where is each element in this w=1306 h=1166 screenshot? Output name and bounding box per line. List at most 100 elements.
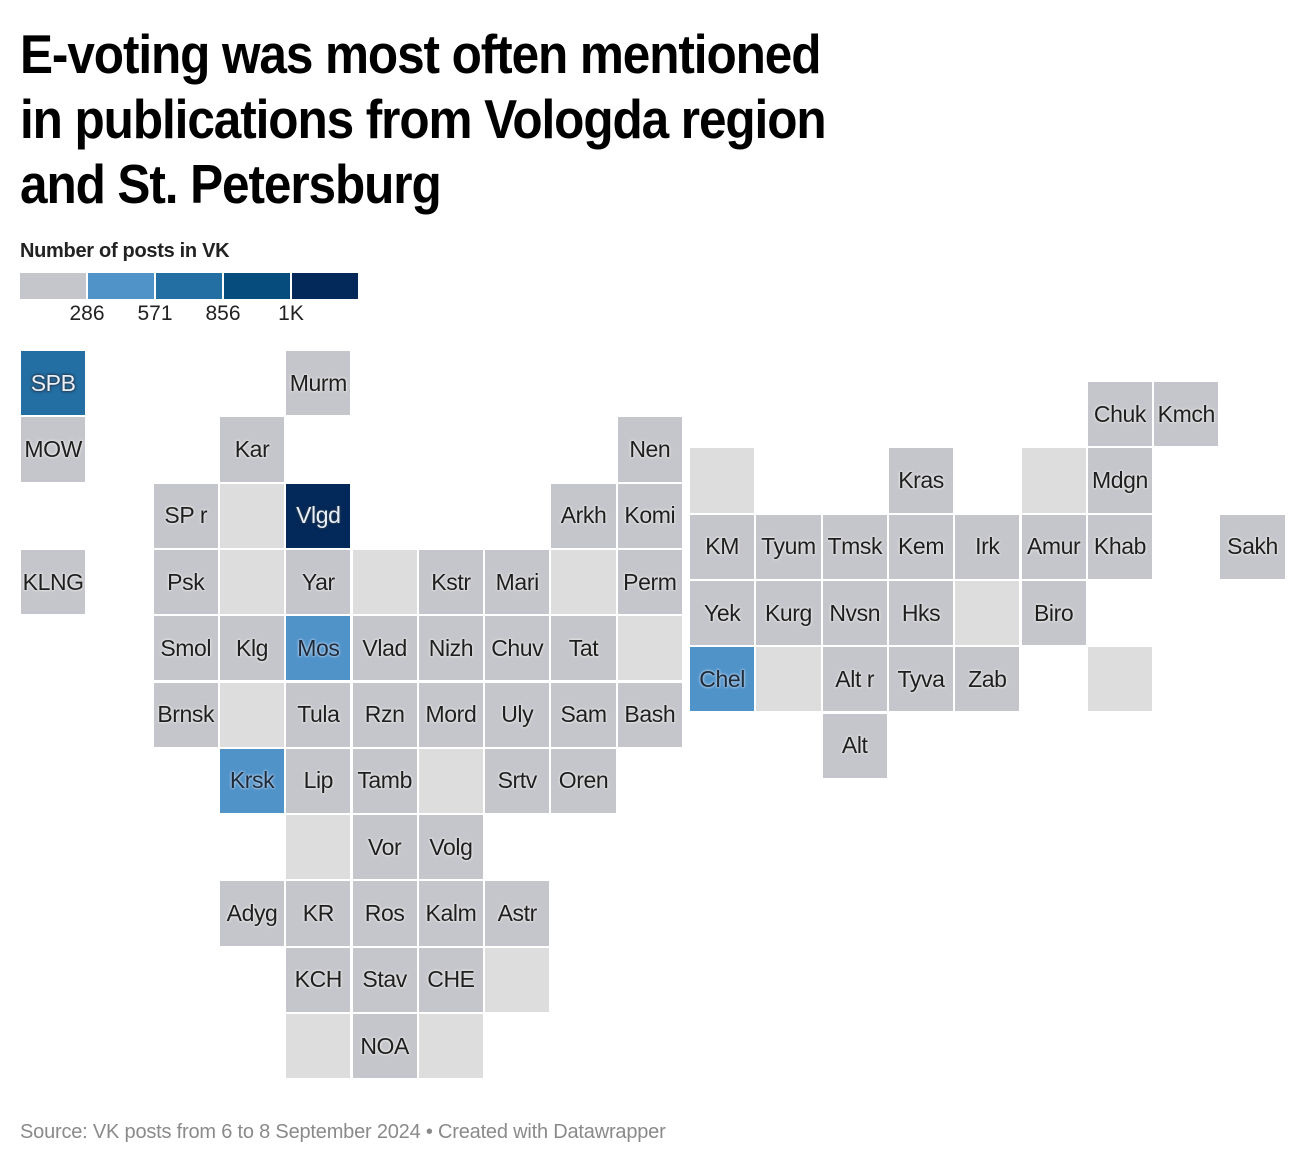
region-tile-mos[interactable]: Mos xyxy=(285,615,352,682)
region-tile-komi[interactable]: Komi xyxy=(616,482,683,549)
region-tile-km[interactable]: KM xyxy=(689,513,756,580)
region-tile-oren[interactable]: Oren xyxy=(550,747,617,815)
region-tile-sp-r[interactable]: SP r xyxy=(152,482,219,549)
region-tile-no-data[interactable] xyxy=(484,946,551,1013)
region-tile-spb[interactable]: SPB xyxy=(20,350,87,417)
region-tile-vlgd[interactable]: Vlgd xyxy=(285,482,352,549)
region-label: Tmsk xyxy=(827,533,883,560)
region-label: Klg xyxy=(236,634,269,661)
region-tile-vor[interactable]: Vor xyxy=(351,814,418,881)
region-tile-kmch[interactable]: Kmch xyxy=(1153,381,1220,448)
region-tile-tula[interactable]: Tula xyxy=(285,681,352,748)
region-label: Sam xyxy=(560,701,607,728)
region-tile-arkh[interactable]: Arkh xyxy=(550,482,617,549)
region-tile-no-data[interactable] xyxy=(417,747,485,815)
region-tile-smol[interactable]: Smol xyxy=(152,615,219,682)
legend-swatch xyxy=(156,273,222,299)
region-tile-psk[interactable]: Psk xyxy=(152,548,219,616)
region-tile-srtv[interactable]: Srtv xyxy=(484,747,551,815)
region-tile-kalm[interactable]: Kalm xyxy=(417,880,485,947)
region-tile-kem[interactable]: Kem xyxy=(887,513,955,580)
region-tile-mow[interactable]: MOW xyxy=(20,416,87,483)
region-tile-no-data[interactable] xyxy=(218,681,286,748)
region-tile-no-data[interactable] xyxy=(417,1013,485,1080)
region-label: Nen xyxy=(629,435,671,462)
region-tile-no-data[interactable] xyxy=(285,814,352,881)
region-tile-no-data[interactable] xyxy=(550,548,617,616)
region-tile-adyg[interactable]: Adyg xyxy=(218,880,286,947)
legend-tick-label: 856 xyxy=(205,302,241,325)
region-label: Yar xyxy=(301,568,335,595)
region-tile-mari[interactable]: Mari xyxy=(484,548,551,616)
region-tile-kr[interactable]: KR xyxy=(285,880,352,947)
region-tile-no-data[interactable] xyxy=(285,1013,352,1080)
region-tile-tyva[interactable]: Tyva xyxy=(887,646,955,713)
region-tile-chuk[interactable]: Chuk xyxy=(1086,381,1154,448)
region-tile-no-data[interactable] xyxy=(351,548,418,616)
legend-swatch xyxy=(292,273,358,299)
region-tile-kar[interactable]: Kar xyxy=(218,416,286,483)
region-tile-no-data[interactable] xyxy=(954,579,1021,647)
region-tile-ros[interactable]: Ros xyxy=(351,880,418,947)
region-tile-che[interactable]: CHE xyxy=(417,946,485,1013)
region-tile-rzn[interactable]: Rzn xyxy=(351,681,418,748)
region-label: Tyum xyxy=(761,533,816,560)
region-tile-tmsk[interactable]: Tmsk xyxy=(821,513,888,580)
region-tile-nvsn[interactable]: Nvsn xyxy=(821,579,888,647)
region-tile-nen[interactable]: Nen xyxy=(616,416,683,483)
region-tile-khab[interactable]: Khab xyxy=(1086,513,1154,580)
region-tile-alt-r[interactable]: Alt r xyxy=(821,646,888,713)
region-tile-sakh[interactable]: Sakh xyxy=(1219,513,1286,580)
region-tile-kch[interactable]: KCH xyxy=(285,946,352,1013)
region-tile-uly[interactable]: Uly xyxy=(484,681,551,748)
region-tile-mord[interactable]: Mord xyxy=(417,681,485,748)
region-tile-tyum[interactable]: Tyum xyxy=(755,513,822,580)
region-label: Nvsn xyxy=(829,599,881,626)
region-tile-tamb[interactable]: Tamb xyxy=(351,747,418,815)
region-tile-irk[interactable]: Irk xyxy=(954,513,1021,580)
region-label: Kmch xyxy=(1157,400,1216,427)
region-tile-no-data[interactable] xyxy=(755,646,822,713)
region-tile-kurg[interactable]: Kurg xyxy=(755,579,822,647)
region-tile-vlad[interactable]: Vlad xyxy=(351,615,418,682)
region-tile-nizh[interactable]: Nizh xyxy=(417,615,485,682)
region-tile-mdgn[interactable]: Mdgn xyxy=(1086,447,1154,514)
region-tile-lip[interactable]: Lip xyxy=(285,747,352,815)
region-tile-tat[interactable]: Tat xyxy=(550,615,617,682)
region-tile-brnsk[interactable]: Brnsk xyxy=(152,681,219,748)
region-tile-chuv[interactable]: Chuv xyxy=(484,615,551,682)
region-tile-no-data[interactable] xyxy=(616,615,683,682)
region-tile-hks[interactable]: Hks xyxy=(887,579,955,647)
region-label: Rzn xyxy=(364,701,405,728)
region-tile-biro[interactable]: Biro xyxy=(1020,579,1087,647)
region-tile-no-data[interactable] xyxy=(218,548,286,616)
region-tile-klg[interactable]: Klg xyxy=(218,615,286,682)
region-tile-chel[interactable]: Chel xyxy=(689,646,756,713)
legend-swatch xyxy=(224,273,290,299)
region-tile-murm[interactable]: Murm xyxy=(285,350,352,417)
region-tile-astr[interactable]: Astr xyxy=(484,880,551,947)
legend-tick-label: 286 xyxy=(69,302,105,325)
region-label: Mari xyxy=(495,568,540,595)
region-tile-perm[interactable]: Perm xyxy=(616,548,683,616)
region-tile-no-data[interactable] xyxy=(689,447,756,514)
region-tile-klng[interactable]: KLNG xyxy=(20,548,87,616)
region-tile-kstr[interactable]: Kstr xyxy=(417,548,485,616)
region-tile-yek[interactable]: Yek xyxy=(689,579,756,647)
region-tile-noa[interactable]: NOA xyxy=(351,1013,418,1080)
region-tile-krsk[interactable]: Krsk xyxy=(218,747,286,815)
region-tile-alt[interactable]: Alt xyxy=(821,712,888,779)
region-tile-no-data[interactable] xyxy=(218,482,286,549)
region-label: Hks xyxy=(901,599,941,626)
region-tile-sam[interactable]: Sam xyxy=(550,681,617,748)
region-tile-amur[interactable]: Amur xyxy=(1020,513,1087,580)
region-tile-bash[interactable]: Bash xyxy=(616,681,683,748)
region-tile-stav[interactable]: Stav xyxy=(351,946,418,1013)
region-tile-no-data[interactable] xyxy=(1020,447,1087,514)
region-tile-no-data[interactable] xyxy=(1086,646,1154,713)
region-tile-volg[interactable]: Volg xyxy=(417,814,485,881)
region-label: Uly xyxy=(501,701,534,728)
region-tile-zab[interactable]: Zab xyxy=(954,646,1021,713)
region-tile-kras[interactable]: Kras xyxy=(887,447,955,514)
region-tile-yar[interactable]: Yar xyxy=(285,548,352,616)
